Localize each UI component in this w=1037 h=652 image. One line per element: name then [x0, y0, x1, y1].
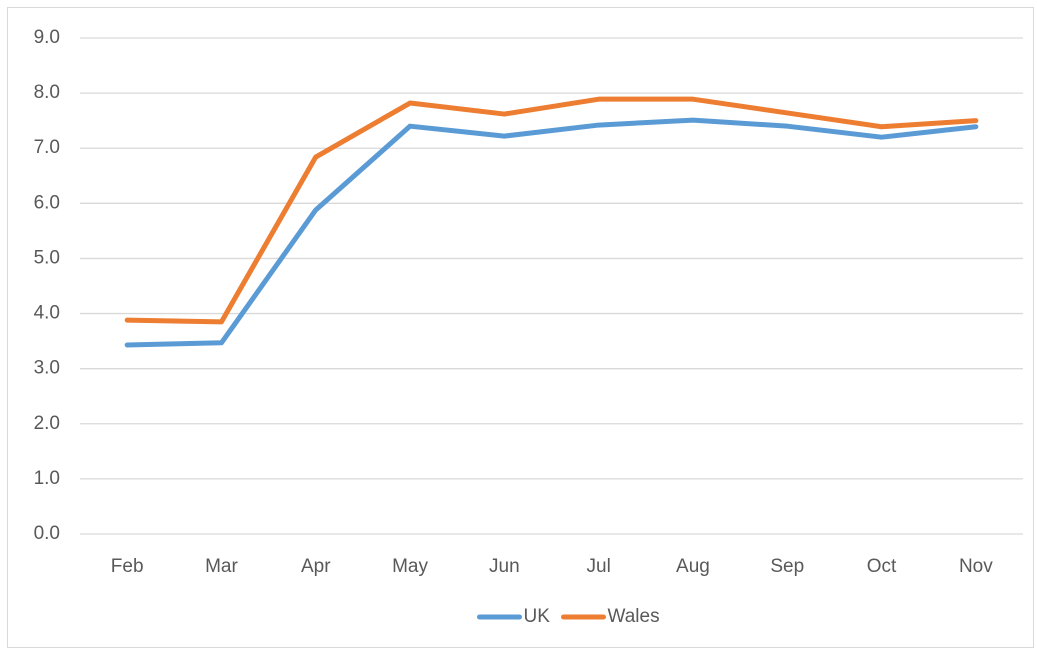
x-tick-label: Oct: [867, 556, 897, 577]
x-tick-label: Mar: [205, 556, 238, 577]
y-tick-label: 8.0: [34, 82, 60, 103]
x-tick-label: Jul: [587, 556, 611, 577]
x-tick-label: Apr: [301, 556, 331, 577]
y-tick-label: 7.0: [34, 137, 60, 158]
x-tick-label: Aug: [676, 556, 710, 577]
x-tick-label: Nov: [959, 556, 993, 577]
y-tick-label: 2.0: [34, 413, 60, 434]
series-line: [124, 96, 979, 325]
legend-label: UK: [524, 606, 551, 627]
x-tick-label: Sep: [770, 556, 804, 577]
y-tick-label: 9.0: [34, 27, 60, 48]
y-tick-label: 6.0: [34, 192, 60, 213]
x-tick-label: Feb: [111, 556, 144, 577]
y-tick-label: 4.0: [34, 303, 60, 324]
y-tick-label: 0.0: [34, 523, 60, 544]
x-tick-label: Jun: [489, 556, 520, 577]
y-tick-label: 1.0: [34, 468, 60, 489]
series-line: [124, 117, 979, 348]
legend-label: Wales: [608, 606, 660, 627]
x-tick-label: May: [392, 556, 428, 577]
chart-border: [7, 7, 1034, 648]
y-tick-label: 3.0: [34, 358, 60, 379]
y-tick-label: 5.0: [34, 247, 60, 268]
